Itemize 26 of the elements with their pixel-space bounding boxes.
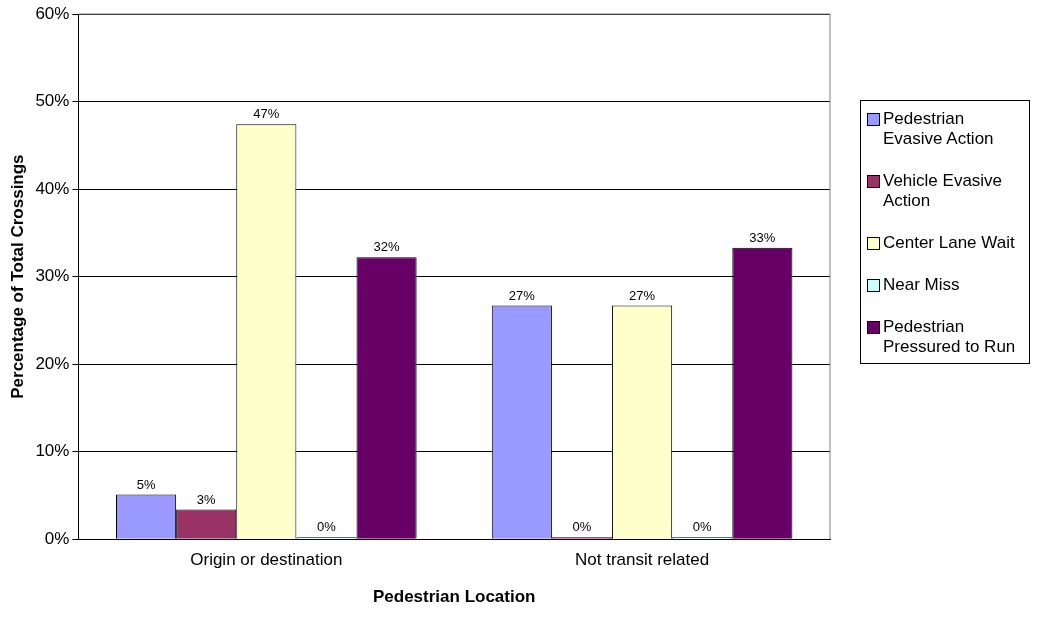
y-tick-label: 10% <box>35 441 70 461</box>
y-tick-label: 30% <box>35 266 70 286</box>
legend-label: Pedestrian Evasive Action <box>883 109 995 149</box>
y-tick-label: 60% <box>35 3 70 23</box>
legend-label: Vehicle Evasive Action <box>883 171 1004 211</box>
x-tick-label: Not transit related <box>575 550 710 570</box>
data-label: 33% <box>749 229 776 245</box>
data-label: 32% <box>373 239 401 255</box>
data-label: 27% <box>508 287 536 303</box>
legend-label: Pedestrian Pressured to Run <box>883 317 1017 357</box>
data-label: 27% <box>629 287 656 303</box>
y-axis-title: Percentage of Total Crossings <box>7 154 27 399</box>
x-axis-title: Pedestrian Location <box>372 587 536 607</box>
data-label: 3% <box>196 491 217 507</box>
data-label: 47% <box>253 106 280 122</box>
legend-label: Center Lane Wait <box>883 233 1015 253</box>
data-label: 0% <box>317 519 337 535</box>
data-label: 0% <box>692 519 713 535</box>
legend-label: Near Miss <box>883 275 960 295</box>
y-tick-label: 50% <box>35 91 70 111</box>
data-label: 0% <box>572 519 592 535</box>
y-tick-label: 0% <box>44 528 70 548</box>
data-label: 5% <box>136 476 156 492</box>
y-tick-label: 20% <box>35 353 70 373</box>
x-tick-label: Origin or destination <box>190 550 343 570</box>
y-tick-label: 40% <box>35 178 70 198</box>
